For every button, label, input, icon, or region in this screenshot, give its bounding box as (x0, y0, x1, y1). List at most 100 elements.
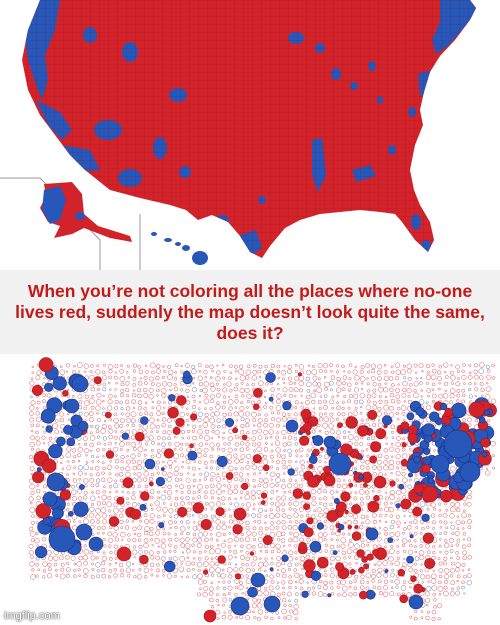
county-circle (145, 442, 149, 446)
county-circle (409, 448, 412, 451)
county-circle (42, 425, 45, 428)
county-circle (144, 526, 150, 532)
county-circle (109, 418, 113, 421)
county-circle (113, 483, 119, 489)
county-circle (148, 550, 154, 556)
county-circle (349, 539, 352, 542)
county-circle (486, 369, 491, 373)
county-circle (287, 483, 293, 489)
population-bubbles (28, 357, 497, 623)
county-circle (425, 543, 430, 549)
county-circle (311, 399, 316, 405)
county-circle (66, 508, 70, 512)
county-circle (293, 387, 299, 393)
county-circle (89, 550, 94, 555)
county-circle (293, 568, 298, 572)
county-circle (283, 394, 287, 397)
county-circle (372, 585, 377, 590)
county-circle (167, 532, 171, 536)
county-circle (367, 370, 371, 374)
county-circle (329, 544, 335, 550)
county-circle (179, 526, 186, 532)
population-bubble (79, 484, 85, 490)
county-circle (55, 419, 59, 423)
county-circle (300, 405, 304, 409)
county-circle (217, 436, 220, 439)
county-circle (180, 520, 184, 524)
county-circle (209, 442, 215, 448)
county-circle (337, 593, 341, 597)
county-circle (144, 518, 150, 525)
county-circle (431, 520, 436, 525)
county-circle (287, 514, 292, 520)
county-circle (89, 473, 93, 477)
county-circle (108, 484, 113, 489)
county-circle (276, 556, 281, 561)
county-circle (133, 532, 137, 536)
county-circle (234, 467, 238, 471)
county-circle (288, 544, 291, 547)
county-circle (400, 488, 407, 494)
county-circle (199, 472, 203, 476)
county-circle (400, 369, 406, 375)
county-circle (197, 429, 203, 435)
county-circle (467, 568, 471, 571)
county-circle (210, 557, 214, 561)
county-circle (365, 363, 370, 368)
county-circle (396, 592, 401, 597)
county-circle (221, 614, 227, 620)
county-circle (348, 394, 353, 399)
county-circle (239, 459, 244, 464)
county-circle (173, 453, 179, 459)
population-bubble (373, 475, 387, 489)
county-circle (90, 424, 94, 429)
county-circle (156, 411, 162, 416)
county-circle (139, 490, 142, 494)
county-circle (298, 364, 305, 370)
county-circle (136, 472, 142, 477)
county-circle (311, 514, 316, 519)
county-circle (377, 453, 383, 459)
county-circle (295, 592, 299, 597)
county-circle (66, 515, 70, 518)
county-circle (191, 514, 195, 517)
county-circle (112, 532, 118, 538)
county-circle (403, 376, 407, 380)
county-circle (239, 554, 246, 561)
county-circle (432, 526, 436, 530)
county-circle (288, 507, 292, 511)
county-circle (427, 394, 430, 398)
county-circle (463, 502, 467, 506)
county-circle (286, 441, 292, 447)
county-circle (216, 473, 219, 476)
county-circle (126, 441, 130, 446)
county-circle (66, 370, 69, 373)
county-circle (276, 453, 281, 458)
population-bubble (301, 590, 309, 598)
county-circle (96, 520, 101, 524)
county-circle (143, 376, 148, 381)
county-circle (196, 562, 203, 568)
county-circle (443, 556, 448, 561)
county-circle (414, 473, 418, 477)
county-circle (409, 478, 412, 482)
county-circle (161, 392, 167, 398)
county-circle (449, 400, 454, 405)
county-circle (52, 423, 59, 429)
county-circle (480, 387, 485, 392)
county-circle (449, 549, 454, 554)
county-circle (66, 465, 71, 471)
county-circle (371, 512, 377, 518)
county-circle (479, 381, 484, 386)
county-circle (198, 425, 202, 428)
county-circle (331, 496, 335, 500)
county-circle (66, 502, 70, 506)
county-circle (239, 447, 245, 452)
county-circle (113, 573, 118, 578)
county-circle (155, 368, 162, 374)
county-circle (270, 363, 275, 369)
population-bubble (480, 437, 491, 448)
county-circle (299, 555, 306, 562)
county-circle (359, 501, 365, 506)
county-circle (313, 407, 316, 410)
